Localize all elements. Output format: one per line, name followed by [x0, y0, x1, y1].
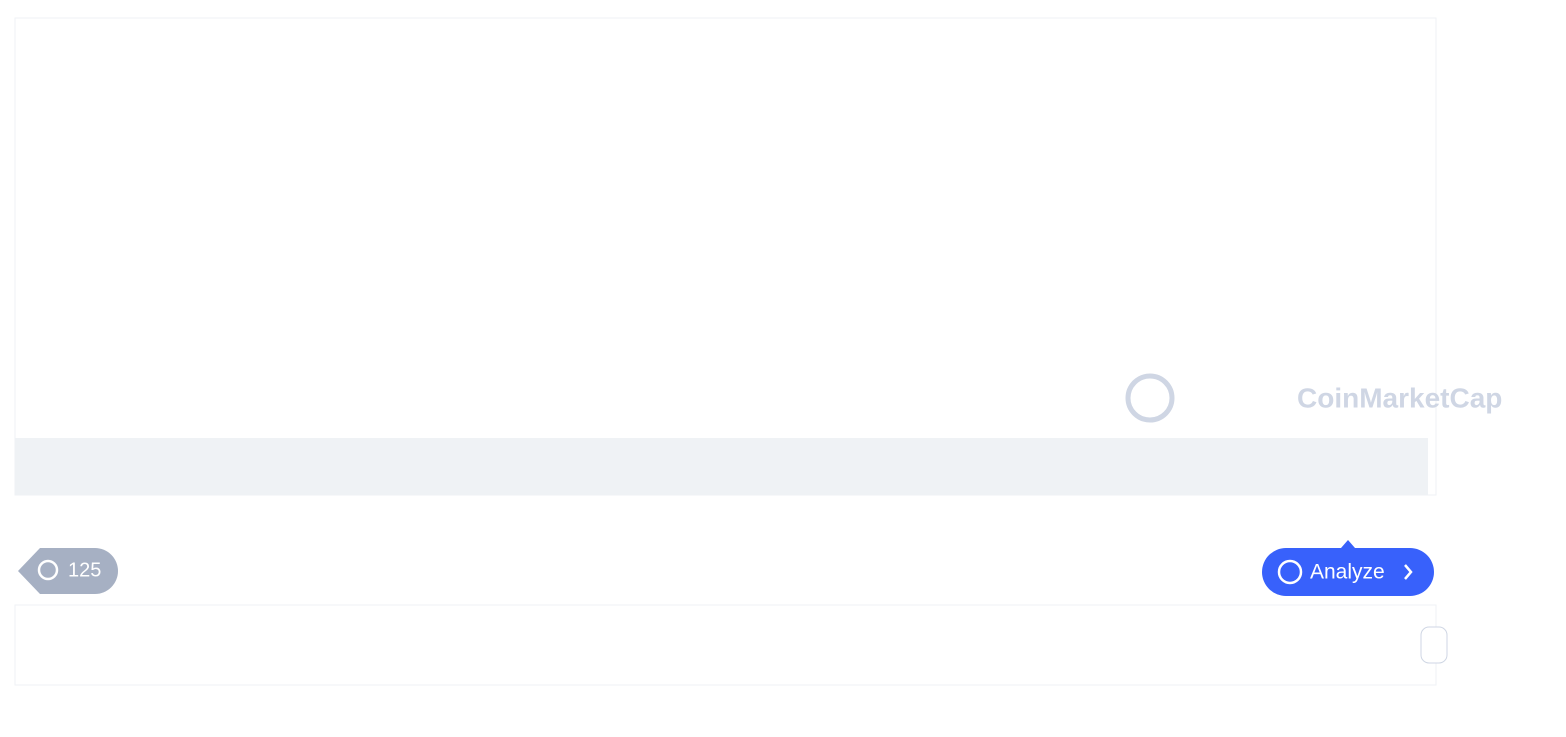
history-badge[interactable]: 125 [18, 548, 118, 594]
analyze-label: Analyze [1310, 561, 1385, 584]
navigator-handle[interactable] [1420, 626, 1448, 664]
plot-frame [14, 17, 1437, 496]
watermark: CoinMarketCap [1297, 382, 1502, 413]
volume-band [15, 438, 1428, 495]
analyze-button[interactable]: Analyze [1262, 540, 1434, 596]
navigator-frame [14, 604, 1437, 686]
history-count: 125 [68, 559, 101, 581]
watermark-logo [1125, 373, 1175, 423]
